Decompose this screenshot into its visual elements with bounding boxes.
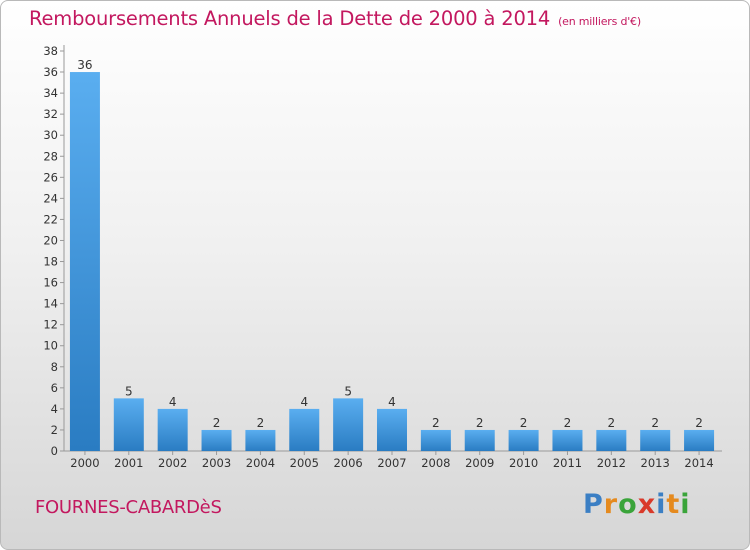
bar bbox=[245, 429, 276, 451]
bar bbox=[157, 408, 188, 451]
bar bbox=[333, 398, 364, 451]
logo-letter: t bbox=[666, 489, 681, 520]
y-tick-label: 22 bbox=[43, 212, 58, 226]
bar bbox=[684, 429, 715, 451]
logo-letter: i bbox=[680, 489, 691, 520]
y-tick-label: 12 bbox=[43, 318, 58, 332]
bar-value-label: 2 bbox=[608, 416, 616, 430]
x-tick-label: 2009 bbox=[465, 456, 494, 470]
bar-value-label: 2 bbox=[651, 416, 659, 430]
bar bbox=[464, 429, 495, 451]
bar-value-label: 5 bbox=[125, 384, 133, 398]
x-tick-label: 2008 bbox=[421, 456, 450, 470]
bar-value-label: 2 bbox=[564, 416, 572, 430]
bar-value-label: 4 bbox=[169, 395, 177, 409]
bar-value-label: 2 bbox=[476, 416, 484, 430]
logo-letter: x bbox=[637, 489, 657, 520]
chart-unit-label: (en milliers d'€) bbox=[558, 15, 641, 28]
y-tick-label: 8 bbox=[51, 360, 58, 374]
bar bbox=[69, 72, 100, 451]
chart-title: Remboursements Annuels de la Dette de 20… bbox=[29, 7, 641, 30]
bar-value-label: 5 bbox=[344, 384, 352, 398]
x-tick-label: 2007 bbox=[377, 456, 406, 470]
x-tick-label: 2003 bbox=[202, 456, 231, 470]
y-tick-label: 36 bbox=[43, 65, 58, 79]
logo-letter: r bbox=[603, 489, 619, 520]
bar-value-label: 2 bbox=[213, 416, 221, 430]
y-tick-label: 32 bbox=[43, 107, 58, 121]
logo-letter: o bbox=[618, 489, 638, 520]
bar-value-label: 2 bbox=[257, 416, 265, 430]
y-tick-label: 18 bbox=[43, 255, 58, 269]
y-tick-label: 26 bbox=[43, 170, 58, 184]
bar-value-label: 2 bbox=[695, 416, 703, 430]
bar bbox=[596, 429, 627, 451]
logo-letter: i bbox=[656, 489, 667, 520]
bar-chart: 0246810121416182022242628303234363836200… bbox=[43, 44, 722, 470]
y-tick-label: 10 bbox=[43, 339, 58, 353]
x-tick-label: 2001 bbox=[114, 456, 143, 470]
bar bbox=[508, 429, 539, 451]
y-tick-label: 2 bbox=[51, 423, 58, 437]
x-tick-label: 2014 bbox=[684, 456, 713, 470]
bar bbox=[640, 429, 671, 451]
bar-value-label: 2 bbox=[520, 416, 528, 430]
x-tick-label: 2006 bbox=[333, 456, 362, 470]
commune-name: FOURNES-CABARDèS bbox=[35, 497, 222, 518]
x-tick-label: 2005 bbox=[290, 456, 319, 470]
y-tick-label: 38 bbox=[43, 44, 58, 58]
x-tick-label: 2004 bbox=[246, 456, 275, 470]
bar-value-label: 4 bbox=[388, 395, 396, 409]
x-tick-label: 2010 bbox=[509, 456, 538, 470]
bar-value-label: 36 bbox=[77, 58, 92, 72]
proxiti-logo: Proxiti bbox=[583, 489, 691, 520]
y-tick-label: 0 bbox=[51, 444, 58, 458]
y-tick-label: 24 bbox=[43, 191, 58, 205]
y-tick-label: 14 bbox=[43, 297, 58, 311]
y-tick-label: 20 bbox=[43, 233, 58, 247]
x-tick-label: 2002 bbox=[158, 456, 187, 470]
y-tick-label: 4 bbox=[51, 402, 58, 416]
bar bbox=[113, 398, 144, 451]
x-tick-label: 2013 bbox=[641, 456, 670, 470]
x-tick-label: 2000 bbox=[70, 456, 99, 470]
y-tick-label: 34 bbox=[43, 86, 58, 100]
bar-value-label: 4 bbox=[300, 395, 308, 409]
y-tick-label: 28 bbox=[43, 149, 58, 163]
bar bbox=[201, 429, 232, 451]
x-tick-label: 2012 bbox=[597, 456, 626, 470]
y-tick-label: 6 bbox=[51, 381, 58, 395]
chart-title-text: Remboursements Annuels de la Dette de 20… bbox=[29, 7, 551, 30]
bar bbox=[377, 408, 407, 451]
x-tick-label: 2011 bbox=[553, 456, 582, 470]
bar-value-label: 2 bbox=[432, 416, 440, 430]
y-tick-label: 16 bbox=[43, 276, 58, 290]
bar bbox=[289, 408, 320, 451]
bar bbox=[420, 429, 451, 451]
bar bbox=[552, 429, 583, 451]
y-tick-label: 30 bbox=[43, 128, 58, 142]
logo-letter: P bbox=[583, 489, 604, 520]
